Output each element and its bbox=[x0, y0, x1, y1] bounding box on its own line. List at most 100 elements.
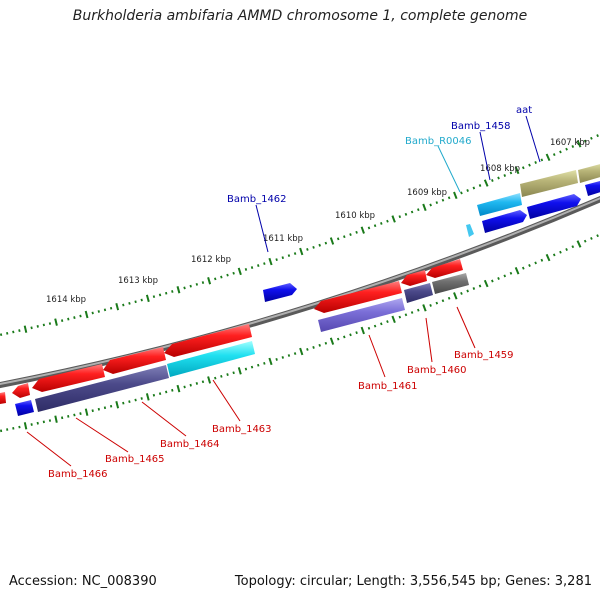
scale-tick bbox=[478, 184, 482, 187]
scale-tick bbox=[417, 208, 420, 212]
scale-tick bbox=[483, 279, 489, 288]
label-bamb-1466[interactable]: Bamb_1466 bbox=[48, 469, 108, 480]
scale-tick bbox=[268, 357, 273, 366]
scale-tick bbox=[61, 416, 64, 420]
label-bamb-1459[interactable]: Bamb_1459 bbox=[454, 350, 514, 361]
scale-tick bbox=[281, 356, 285, 359]
gene-bamb-1464[interactable] bbox=[103, 347, 166, 374]
scale-tick bbox=[349, 233, 352, 236]
gene-olive-2[interactable] bbox=[578, 163, 600, 183]
scale-tick bbox=[54, 318, 58, 326]
scale-tick bbox=[391, 315, 396, 324]
scale-tick bbox=[503, 274, 507, 278]
gene-red-small[interactable] bbox=[401, 270, 427, 286]
scale-label-1612: 1612 kbp bbox=[191, 255, 231, 265]
scale-tick bbox=[472, 287, 476, 290]
scale-tick bbox=[134, 398, 137, 402]
scale-tick bbox=[472, 186, 476, 190]
scale-tick bbox=[122, 303, 125, 307]
scale-tick bbox=[565, 147, 568, 151]
scale-tick bbox=[590, 136, 593, 140]
gene-blue-1608[interactable] bbox=[482, 210, 527, 233]
genome-summary-text: Topology: circular; Length: 3,556,545 bp… bbox=[234, 574, 592, 589]
label-bamb-1463[interactable]: Bamb_1463 bbox=[212, 424, 272, 435]
gene-edge-left[interactable] bbox=[0, 392, 6, 404]
scale-tick bbox=[201, 281, 205, 284]
scale-tick bbox=[183, 286, 186, 290]
gene-blue-small[interactable] bbox=[15, 400, 34, 416]
scale-tick bbox=[171, 290, 174, 293]
scale-tick bbox=[318, 343, 321, 347]
gene-red-1459-area[interactable] bbox=[426, 259, 463, 278]
scale-tick bbox=[373, 224, 377, 228]
scale-tick bbox=[214, 277, 217, 281]
scale-tick bbox=[329, 337, 335, 345]
gene-bamb-1465[interactable] bbox=[32, 364, 105, 392]
scale-tick bbox=[48, 322, 52, 325]
scale-tick bbox=[373, 324, 377, 328]
scale-tick bbox=[91, 311, 94, 315]
scale-tick bbox=[0, 333, 3, 337]
scale-tick bbox=[299, 347, 304, 356]
scale-tick bbox=[250, 266, 254, 269]
scale-tick bbox=[576, 240, 582, 248]
label-bamb-1465[interactable]: Bamb_1465 bbox=[105, 454, 165, 465]
gene-gray[interactable] bbox=[432, 273, 469, 294]
scale-tick bbox=[67, 415, 70, 418]
label-bamb-r0046[interactable]: Bamb_R0046 bbox=[405, 136, 471, 147]
scale-tick bbox=[42, 420, 45, 424]
gene-bamb-1458[interactable] bbox=[477, 193, 522, 216]
scale-tick bbox=[491, 179, 494, 182]
scale-tick bbox=[293, 352, 297, 355]
scale-tick bbox=[336, 237, 340, 241]
scale-tick bbox=[429, 304, 432, 307]
reverse-strand-row-2 bbox=[15, 273, 469, 416]
scale-tick bbox=[42, 323, 45, 327]
gene-bamb-1463[interactable] bbox=[164, 324, 252, 357]
gene-navy-1460[interactable] bbox=[404, 283, 433, 303]
scale-tick bbox=[410, 210, 414, 214]
gene-blue-1606[interactable] bbox=[585, 180, 600, 196]
scale-tick bbox=[491, 279, 494, 283]
scale-tick bbox=[398, 315, 402, 319]
scale-tick bbox=[158, 293, 162, 297]
scale-tick bbox=[559, 150, 562, 154]
rna-bamb-r0046[interactable] bbox=[466, 224, 474, 237]
gene-blue-1607[interactable] bbox=[527, 194, 581, 219]
gene-bamb-1462[interactable] bbox=[263, 283, 297, 302]
scale-tick bbox=[422, 203, 427, 212]
scale-tick bbox=[590, 237, 593, 240]
scale-tick bbox=[54, 415, 58, 423]
scale-tick bbox=[18, 425, 21, 429]
gene-labels: aat Bamb_1458 Bamb_R0046 Bamb_1462 Bamb_… bbox=[48, 105, 532, 480]
scale-tick bbox=[435, 201, 439, 205]
gene-bamb-1461[interactable] bbox=[314, 281, 402, 313]
scale-tick bbox=[386, 320, 389, 324]
scale-tick bbox=[571, 245, 575, 249]
label-bamb-1460[interactable]: Bamb_1460 bbox=[407, 365, 467, 376]
scale-tick bbox=[115, 302, 120, 311]
label-bamb-1464[interactable]: Bamb_1464 bbox=[160, 439, 220, 450]
scale-tick bbox=[318, 243, 321, 247]
scale-tick bbox=[183, 385, 186, 389]
scale-tick bbox=[244, 367, 248, 371]
callout-lines bbox=[26, 115, 541, 467]
scale-tick bbox=[324, 241, 328, 245]
scale-tick bbox=[263, 361, 266, 365]
label-aat[interactable]: aat bbox=[516, 105, 532, 116]
gene-bamb-1466[interactable] bbox=[12, 383, 30, 398]
scale-tick bbox=[268, 257, 273, 266]
gene-lavender[interactable] bbox=[318, 298, 405, 332]
gene-navy-long[interactable] bbox=[35, 365, 169, 412]
gene-cyan[interactable] bbox=[167, 341, 255, 377]
scale-tick bbox=[165, 291, 168, 295]
scale-tick bbox=[232, 371, 235, 375]
label-bamb-1461[interactable]: Bamb_1461 bbox=[358, 381, 418, 392]
map-title: Burkholderia ambifaria AMMD chromosome 1… bbox=[72, 8, 528, 24]
label-bamb-1458[interactable]: Bamb_1458 bbox=[451, 121, 511, 132]
gene-aat[interactable] bbox=[520, 170, 578, 197]
scale-tick bbox=[343, 335, 346, 339]
scale-tick bbox=[596, 134, 599, 138]
scale-tick bbox=[79, 314, 82, 318]
label-bamb-1462[interactable]: Bamb_1462 bbox=[227, 194, 287, 205]
